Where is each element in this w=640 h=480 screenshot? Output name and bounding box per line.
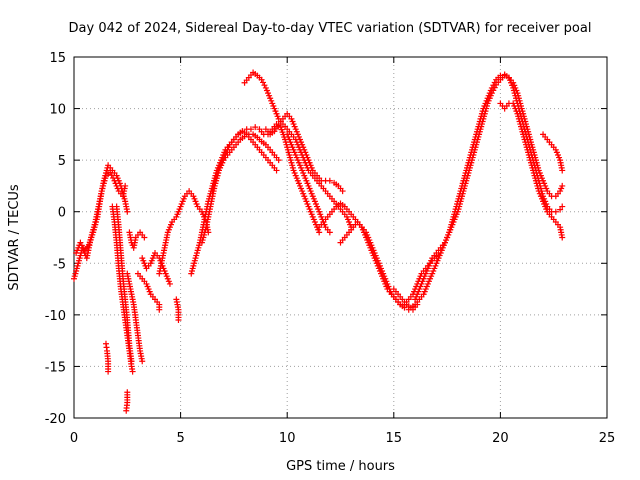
data-point [139, 358, 146, 365]
x-tick-label: 15 [386, 431, 403, 446]
x-tick-label: 0 [70, 431, 78, 446]
data-point [124, 208, 131, 215]
series-arc-q [262, 110, 346, 195]
y-tick-label: -10 [45, 309, 66, 324]
data-point [552, 208, 559, 215]
data-point [559, 182, 566, 189]
series-arc-s [316, 200, 421, 313]
series-arc-h [126, 229, 148, 251]
x-axis: 0 5 10 15 20 25 [70, 57, 615, 446]
data-point [275, 157, 282, 164]
series-arc-g [124, 270, 146, 365]
data-point [557, 206, 564, 213]
data-point [141, 234, 148, 241]
x-axis-label: GPS time / hours [286, 459, 395, 474]
data-point [559, 234, 566, 241]
data-point [122, 182, 129, 189]
data-point [166, 280, 173, 287]
data-point [559, 167, 566, 174]
data-point [260, 79, 267, 86]
data-point [261, 82, 268, 89]
data-point [156, 306, 163, 313]
data-point [129, 368, 136, 375]
x-tick-label: 10 [279, 431, 296, 446]
data-point [326, 229, 333, 236]
data-point [252, 124, 259, 131]
y-tick-label: 10 [49, 103, 66, 118]
series-arc-e [113, 203, 135, 365]
data-point [326, 177, 333, 184]
data-point [339, 188, 346, 195]
y-tick-label: 5 [58, 154, 66, 169]
series-arc-f [123, 389, 131, 414]
data-point [273, 167, 280, 174]
y-axis: -20 -15 -10 -5 0 5 10 15 [45, 51, 607, 427]
series-arc-l [173, 296, 182, 324]
series-arc-b [73, 169, 129, 256]
y-tick-label: 15 [49, 51, 66, 66]
series-arc-o [209, 128, 280, 195]
series-arc-r [284, 131, 333, 236]
data-point [105, 368, 112, 375]
x-tick-label: 25 [599, 431, 616, 446]
data-point [559, 203, 566, 210]
y-axis-label: SDTVAR / TECUs [7, 184, 22, 291]
plot-frame [73, 56, 608, 419]
series-arc-i [134, 270, 163, 313]
data-point [175, 317, 182, 324]
data-point [247, 126, 254, 133]
x-tick-label: 20 [492, 431, 509, 446]
data-point [497, 72, 504, 79]
y-tick-label: -15 [45, 360, 66, 375]
y-tick-label: 0 [58, 206, 66, 221]
grid [74, 57, 607, 418]
chart-title: Day 042 of 2024, Sidereal Day-to-day VTE… [69, 21, 592, 36]
data-point [128, 358, 135, 365]
data-point [123, 407, 130, 414]
series-arc-c [102, 340, 112, 375]
y-tick-label: -5 [53, 257, 66, 272]
x-tick-label: 5 [176, 431, 184, 446]
series-arc-w [497, 100, 566, 241]
data-point [316, 229, 323, 236]
y-tick-label: -20 [45, 412, 66, 427]
series-arc-x [540, 131, 566, 174]
data-points [71, 69, 566, 414]
